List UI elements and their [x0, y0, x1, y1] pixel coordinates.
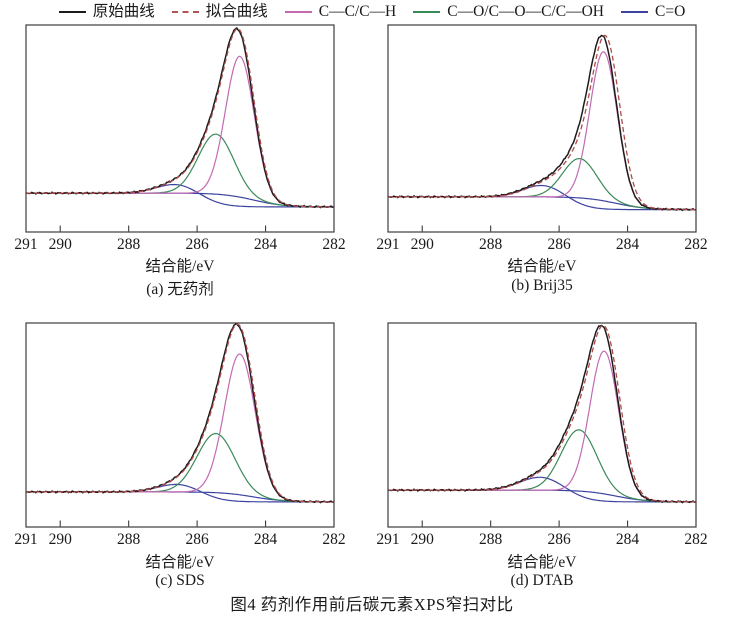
svg-text:286: 286 [547, 531, 571, 548]
xps-plot-c: 291 290 288 286 284 282 [14, 322, 346, 548]
panel-c: 291 290 288 286 284 282 结合能/eV (c) SDS [12, 321, 348, 589]
figure-caption: 图4 药剂作用前后碳元素XPS窄扫对比 [230, 595, 514, 614]
solid-line-swatch [58, 11, 86, 13]
svg-text:284: 284 [616, 236, 640, 253]
svg-text:284: 284 [616, 531, 640, 548]
panel-caption: (c) SDS [155, 572, 205, 589]
panel-caption: (b) Brij35 [511, 277, 573, 294]
legend-item-c-double-o: C=O [621, 2, 685, 22]
legend-label: 原始曲线 [92, 3, 155, 20]
solid-line-swatch [284, 11, 312, 13]
svg-text:284: 284 [254, 236, 278, 253]
solid-line-swatch [413, 11, 441, 13]
svg-text:286: 286 [185, 531, 209, 548]
svg-text:288: 288 [479, 531, 503, 548]
svg-text:282: 282 [684, 236, 707, 253]
svg-text:291: 291 [14, 236, 37, 253]
svg-text:290: 290 [411, 531, 435, 548]
x-axis-label: 结合能/eV [507, 554, 577, 571]
xps-plot-b: 291 290 288 286 284 282 [376, 24, 708, 253]
panel-d: 291 290 288 286 284 282 结合能/eV (d) DTAB [374, 321, 710, 589]
svg-text:291: 291 [376, 236, 399, 253]
legend-item-cc-ch: C—C/C—H [284, 2, 397, 22]
svg-text:282: 282 [322, 236, 345, 253]
svg-text:286: 286 [185, 236, 209, 253]
solid-line-swatch [621, 11, 648, 13]
legend-item-original: 原始曲线 [58, 2, 155, 22]
svg-text:284: 284 [254, 531, 278, 548]
panel-b: 291 290 288 286 284 282 结合能/eV (b) Brij35 [374, 23, 710, 294]
svg-text:291: 291 [14, 531, 37, 548]
panel-a: 291 290 288 286 284 282 结合能/eV (a) 无药剂 [12, 23, 348, 298]
svg-text:282: 282 [322, 531, 345, 548]
xps-plot-d: 291 290 288 286 284 282 [376, 322, 708, 548]
svg-text:286: 286 [547, 236, 571, 253]
legend-label: C—C/C—H [318, 3, 397, 20]
legend-label: C=O [655, 3, 686, 20]
svg-text:290: 290 [49, 236, 73, 253]
chart-legend: 原始曲线 拟合曲线 C—C/C—H C—O/C—O—C/C—OH C=O [0, 1, 744, 23]
panel-caption: (a) 无药剂 [146, 281, 214, 298]
legend-label: C—O/C—O—C/C—OH [447, 3, 604, 20]
svg-text:290: 290 [49, 531, 73, 548]
svg-text:291: 291 [376, 531, 399, 548]
xps-plot-a: 291 290 288 286 284 282 [14, 24, 346, 253]
legend-item-co: C—O/C—O—C/C—OH [413, 2, 604, 22]
svg-text:282: 282 [684, 531, 707, 548]
dashed-line-swatch [171, 11, 199, 13]
svg-text:288: 288 [117, 236, 141, 253]
x-axis-label: 结合能/eV [145, 258, 215, 275]
svg-text:288: 288 [117, 531, 141, 548]
svg-text:288: 288 [479, 236, 503, 253]
panel-caption: (d) DTAB [510, 572, 574, 589]
svg-text:290: 290 [411, 236, 435, 253]
legend-label: 拟合曲线 [205, 3, 268, 20]
x-axis-label: 结合能/eV [145, 554, 215, 571]
legend-item-fit: 拟合曲线 [171, 2, 268, 22]
x-axis-label: 结合能/eV [507, 258, 577, 275]
